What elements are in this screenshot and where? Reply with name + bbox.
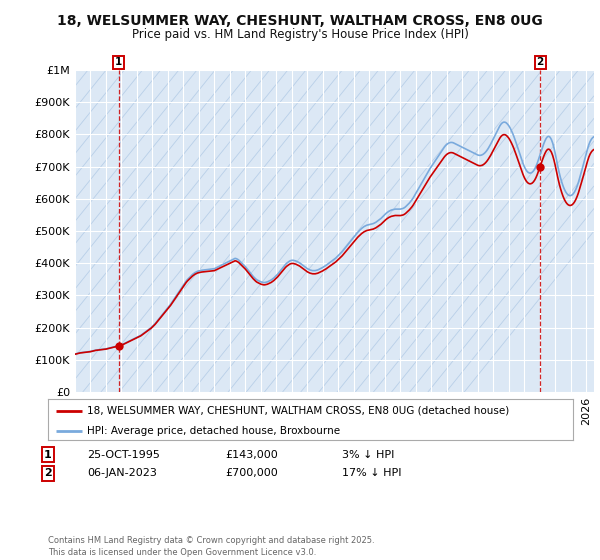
- Text: 1: 1: [44, 450, 52, 460]
- Text: 2: 2: [44, 468, 52, 478]
- Text: 1: 1: [115, 58, 122, 67]
- Text: 2: 2: [536, 58, 544, 67]
- Text: HPI: Average price, detached house, Broxbourne: HPI: Average price, detached house, Brox…: [88, 426, 341, 436]
- Text: 3% ↓ HPI: 3% ↓ HPI: [342, 450, 394, 460]
- Text: 18, WELSUMMER WAY, CHESHUNT, WALTHAM CROSS, EN8 0UG: 18, WELSUMMER WAY, CHESHUNT, WALTHAM CRO…: [57, 14, 543, 28]
- Text: 18, WELSUMMER WAY, CHESHUNT, WALTHAM CROSS, EN8 0UG (detached house): 18, WELSUMMER WAY, CHESHUNT, WALTHAM CRO…: [88, 405, 509, 416]
- Text: £143,000: £143,000: [225, 450, 278, 460]
- Text: 06-JAN-2023: 06-JAN-2023: [87, 468, 157, 478]
- Text: 25-OCT-1995: 25-OCT-1995: [87, 450, 160, 460]
- Text: Price paid vs. HM Land Registry's House Price Index (HPI): Price paid vs. HM Land Registry's House …: [131, 28, 469, 41]
- Text: £700,000: £700,000: [225, 468, 278, 478]
- Text: 17% ↓ HPI: 17% ↓ HPI: [342, 468, 401, 478]
- Text: Contains HM Land Registry data © Crown copyright and database right 2025.
This d: Contains HM Land Registry data © Crown c…: [48, 536, 374, 557]
